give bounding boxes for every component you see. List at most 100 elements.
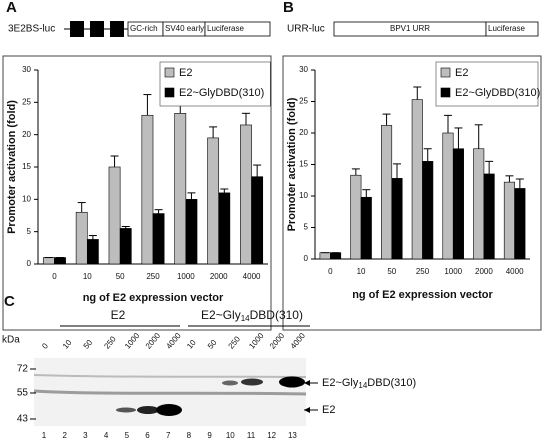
lane-label: 1000 [123, 331, 142, 351]
y-axis-title: Promoter activation (fold) [6, 100, 18, 234]
bar [381, 125, 393, 260]
binding-site [90, 21, 104, 37]
lane-label: 10 [185, 338, 198, 351]
error-bar [393, 163, 402, 179]
lane-number: 12 [267, 431, 276, 440]
error-bar [220, 188, 229, 193]
band [137, 406, 159, 414]
lane-label: 2000 [144, 331, 163, 351]
error-bar [154, 209, 163, 214]
label-part: 14 [358, 381, 367, 390]
x-tick-label: 4000 [506, 267, 524, 276]
y-tick-label: 10 [299, 191, 308, 200]
error-bar [241, 112, 250, 125]
error-bar [474, 124, 483, 149]
lane-number: 10 [226, 431, 235, 440]
lane-number: 7 [166, 431, 171, 440]
label-part: 14 [241, 314, 250, 323]
error-bar [77, 202, 86, 213]
lane-label: 0 [40, 341, 50, 351]
background-band [33, 389, 307, 396]
error-bar [515, 178, 524, 189]
error-bar [143, 94, 152, 116]
lane-number: 3 [83, 431, 88, 440]
bar [442, 132, 454, 260]
legend-swatch [440, 87, 451, 98]
arrow-head [304, 407, 310, 413]
x-tick-label: 50 [387, 267, 396, 276]
bar [452, 148, 464, 260]
bar [422, 161, 434, 260]
legend-swatch [164, 87, 175, 98]
y-tick-label: 20 [22, 130, 31, 139]
bar [75, 211, 88, 265]
marker-label: 55 [17, 388, 29, 399]
error-bar [121, 225, 130, 229]
x-axis-title: ng of E2 expression vector [352, 289, 493, 301]
band [241, 378, 263, 386]
lane-label: 250 [102, 334, 118, 350]
bar [218, 192, 231, 265]
x-tick-label: 1000 [444, 267, 462, 276]
error-bar [187, 192, 196, 200]
y-tick-label: 0 [27, 259, 32, 268]
lane-label: 2000 [268, 331, 287, 351]
panel-frame [282, 55, 542, 331]
x-tick-label: 10 [83, 272, 92, 281]
legend-box [159, 61, 271, 107]
lane-number: 5 [125, 431, 130, 440]
error-bar [413, 86, 422, 100]
construct-part: BPV1 URR [390, 24, 430, 33]
panel-frame [2, 55, 272, 331]
lane-number: 4 [104, 431, 109, 440]
band [222, 380, 238, 386]
lane-label: 50 [206, 338, 219, 351]
band-label: E2~Gly14DBD(310) [322, 377, 416, 390]
bar [152, 213, 165, 265]
legend-swatch [164, 67, 175, 78]
x-tick-label: 0 [328, 267, 333, 276]
bar [54, 257, 66, 265]
x-tick-label: 0 [52, 272, 57, 281]
lane-label: 10 [61, 338, 74, 351]
error-bar [485, 160, 494, 174]
error-bar [454, 127, 463, 149]
construct-part: SV40 early [165, 24, 204, 33]
bar [240, 124, 252, 265]
x-tick-label: 1000 [177, 272, 195, 281]
y-tick-label: 5 [304, 223, 309, 232]
bar [473, 148, 485, 260]
x-axis-title: ng of E2 expression vector [83, 292, 224, 304]
x-tick-label: 50 [116, 272, 125, 281]
error-bar [423, 148, 432, 162]
bar [514, 188, 526, 260]
unit-label: kDa [2, 335, 20, 346]
group-label: E2 [111, 308, 126, 322]
binding-site [110, 21, 124, 37]
error-bar [209, 126, 218, 138]
error-bar [253, 164, 262, 177]
bar [330, 252, 342, 260]
lane-label: 4000 [289, 331, 308, 351]
lane-number: 6 [145, 431, 150, 440]
y-tick-label: 30 [22, 65, 31, 74]
bar [108, 166, 121, 265]
lane-label: 250 [227, 334, 243, 350]
legend-box [435, 61, 539, 107]
legend-label: E2~GlyDBD(310) [179, 87, 264, 99]
bar [86, 239, 99, 265]
error-bar [362, 189, 371, 198]
x-tick-label: 4000 [243, 272, 261, 281]
error-bar [110, 155, 119, 167]
bar [483, 173, 495, 260]
y-tick-label: 25 [22, 97, 31, 106]
panel-label: B [283, 0, 294, 16]
construct-part: GC-rich [130, 24, 158, 33]
error-bar [351, 168, 360, 176]
legend-swatch [440, 67, 451, 78]
x-tick-label: 250 [146, 272, 160, 281]
band [156, 404, 182, 416]
band-label: E2 [322, 404, 335, 416]
label-part: DBD(310) [250, 308, 303, 322]
